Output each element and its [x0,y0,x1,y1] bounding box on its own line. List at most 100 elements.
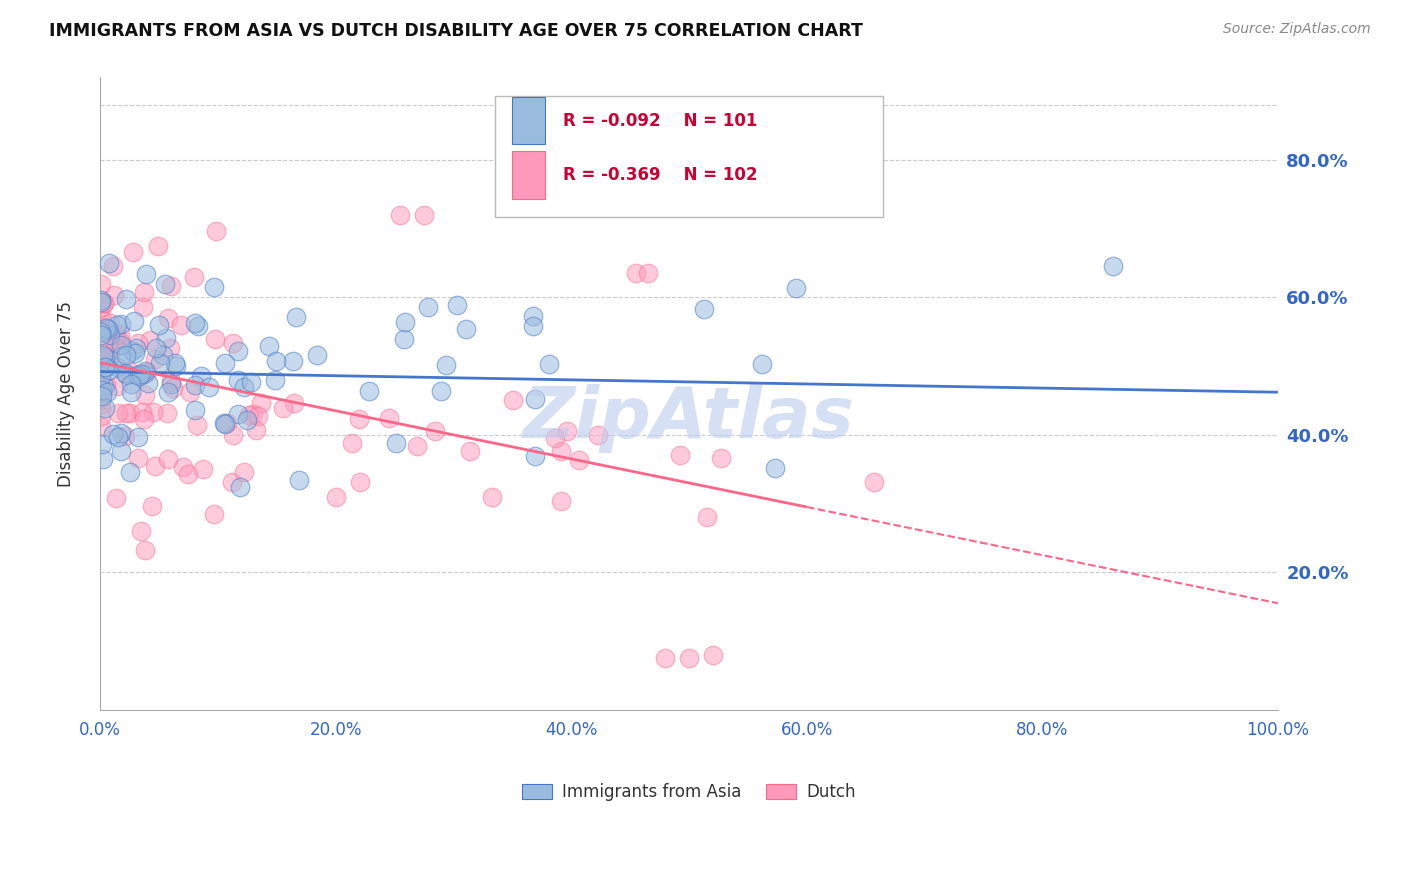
Point [93,401,115,415]
Point [550,443,572,458]
Point [103,288,125,302]
Point [131,404,153,418]
Point [226,408,249,422]
Point [446,298,468,312]
Point [122,244,145,259]
Point [190,368,212,383]
Point [152,348,174,362]
Point [96,378,118,392]
Point [94,359,117,374]
Point [226,343,249,358]
Point [221,475,243,490]
Point [91,452,114,467]
Point [104,332,127,346]
Point [654,651,676,665]
Point [184,316,207,330]
Point [105,491,128,505]
Point [264,354,287,368]
Point [217,416,239,430]
Point [101,426,124,441]
Point [191,461,214,475]
Point [108,326,131,341]
Point [90,419,112,434]
Text: R = -0.092    N = 101: R = -0.092 N = 101 [562,112,758,129]
Point [127,451,149,466]
Point [522,309,544,323]
Point [90,300,112,314]
Point [129,524,152,538]
Point [121,344,143,359]
Point [550,494,572,508]
Point [128,369,150,384]
Point [588,428,610,442]
Point [145,352,167,367]
Point [413,208,436,222]
Point [145,341,167,355]
Point [349,475,371,489]
Point [141,499,163,513]
Point [245,423,267,437]
Point [90,326,112,340]
Point [114,428,136,442]
Point [271,401,294,415]
Text: Source: ZipAtlas.com: Source: ZipAtlas.com [1223,22,1371,37]
Point [236,413,259,427]
Point [105,379,128,393]
Point [156,311,179,326]
Point [90,309,112,323]
Point [156,451,179,466]
Point [91,387,114,401]
Point [129,367,152,381]
Point [98,316,121,330]
Point [94,326,117,341]
Point [110,349,132,363]
Point [100,349,122,363]
Point [97,359,120,374]
Point [90,372,112,386]
Point [90,368,112,383]
Point [90,409,112,424]
Point [668,448,690,462]
Point [110,338,132,352]
Point [110,318,132,332]
Point [384,436,406,450]
Point [104,340,127,354]
FancyBboxPatch shape [512,97,546,145]
Point [389,208,412,222]
Point [91,348,114,362]
Point [257,339,280,353]
Point [172,460,194,475]
Point [132,300,155,314]
Point [136,376,159,390]
Point [159,374,181,388]
Point [96,385,118,400]
Point [710,451,733,466]
Point [377,411,399,425]
Point [163,356,186,370]
Point [226,373,249,387]
Point [115,292,138,306]
Point [624,266,647,280]
Point [430,384,453,398]
Point [212,417,235,431]
Point [142,405,165,419]
Point [222,336,245,351]
Point [785,281,807,295]
Point [105,360,128,375]
Point [91,358,114,372]
Point [91,389,114,403]
Point [214,356,236,370]
Point [134,364,156,378]
Point [538,357,561,371]
Point [132,411,155,425]
Point [156,384,179,399]
Point [90,392,112,407]
Point [134,285,156,299]
Point [115,406,138,420]
Point [118,364,141,378]
FancyBboxPatch shape [495,96,883,217]
Text: ZipAtlas: ZipAtlas [523,384,855,453]
Point [107,430,129,444]
Point [232,379,254,393]
Point [110,443,132,458]
